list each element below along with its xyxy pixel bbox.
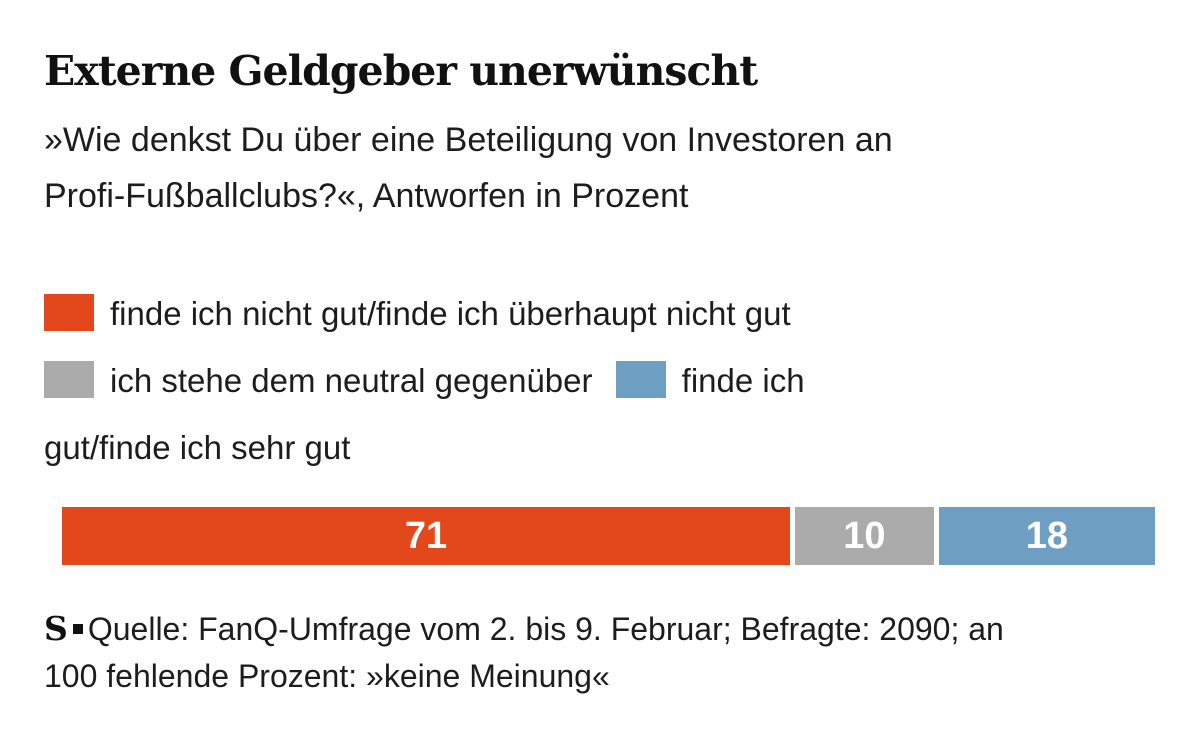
spiegel-logo: S	[44, 609, 68, 648]
bar-segment-negative: 71	[62, 507, 791, 565]
source-note: S Quelle: FanQ-Umfrage vom 2. bis 9. Febr…	[44, 605, 1156, 700]
source-line-1: S Quelle: FanQ-Umfrage vom 2. bis 9. Febr…	[44, 605, 1156, 653]
stacked-bar: 71 10 18	[62, 507, 1155, 565]
legend: finde ich nicht gut/finde ich überhaupt …	[44, 280, 924, 481]
subtitle-line-1: »Wie denkst Du über eine Beteiligung von…	[44, 121, 893, 159]
source-text-1: Quelle: FanQ-Umfrage vom 2. bis 9. Febru…	[87, 611, 1004, 647]
subtitle-line-2: Profi-Fußballclubs?«, Antworfen in Proze…	[44, 177, 689, 215]
page-title: Externe Geldgeber unerwünscht	[44, 47, 758, 95]
chart-subtitle: »Wie denkst Du über eine Beteiligung von…	[44, 112, 1156, 224]
legend-label-neutral: ich stehe dem neutral gegenüber	[110, 362, 593, 399]
legend-item-negative: finde ich nicht gut/finde ich überhaupt …	[44, 280, 791, 347]
legend-label-negative: finde ich nicht gut/finde ich überhaupt …	[110, 295, 791, 332]
legend-swatch-gray-icon	[44, 361, 94, 398]
legend-label-positive: finde ich gut/finde ich sehr gut	[44, 362, 805, 466]
source-line-2: 100 fehlende Prozent: »keine Meinung«	[44, 658, 610, 694]
legend-swatch-red-icon	[44, 294, 94, 331]
legend-item-positive: finde ich gut/finde ich sehr gut	[44, 361, 805, 466]
legend-swatch-blue-icon	[615, 361, 666, 398]
bar-value-positive: 18	[1025, 514, 1069, 557]
bar-value-negative: 71	[404, 514, 448, 557]
legend-item-neutral: ich stehe dem neutral gegenüber	[44, 347, 593, 414]
bar-segment-positive: 18	[938, 507, 1155, 565]
bar-value-neutral: 10	[843, 514, 886, 557]
bar-segment-neutral: 10	[795, 507, 934, 565]
bullet-square-icon	[72, 624, 83, 634]
